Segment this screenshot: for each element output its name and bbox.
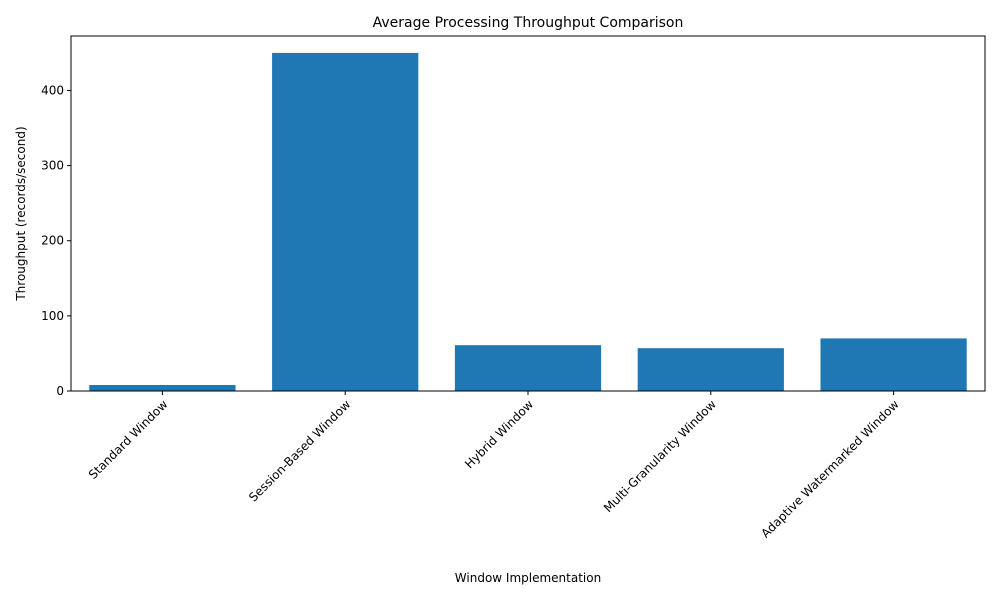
y-tick-label: 400 [41, 83, 64, 97]
y-axis-label: Throughput (records/second) [14, 126, 28, 301]
bar-adaptive-watermarked-window [820, 338, 967, 391]
y-tick-label: 0 [56, 384, 64, 398]
x-axis-label: Window Implementation [455, 571, 601, 585]
bar-hybrid-window [454, 345, 602, 391]
y-tick-label: 100 [41, 309, 64, 323]
plot-frame [70, 35, 986, 392]
y-axis: 0 100 200 300 400 [41, 83, 71, 398]
bar-multi-granularity-window [637, 348, 784, 391]
chart-title: Average Processing Throughput Comparison [373, 15, 684, 31]
bar-standard-window [89, 384, 236, 391]
y-tick-label: 200 [41, 234, 64, 248]
y-tick-label: 300 [41, 159, 64, 173]
bar-session-based-window [272, 52, 419, 392]
bars-group [89, 52, 967, 392]
